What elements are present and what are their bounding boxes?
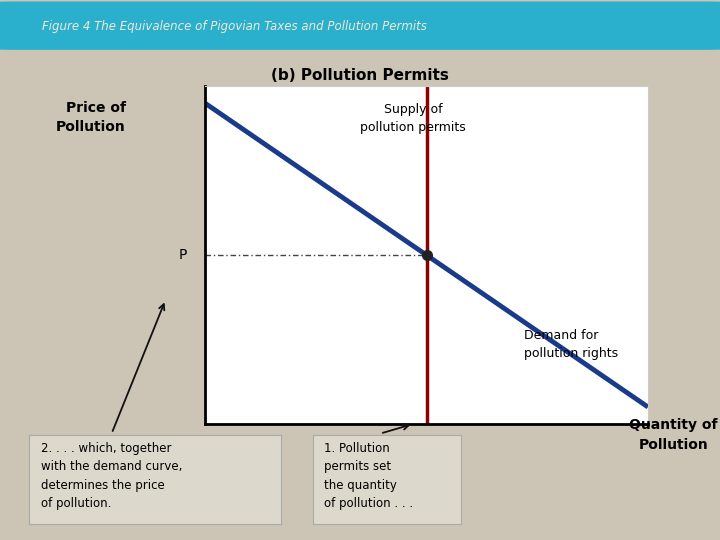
FancyBboxPatch shape <box>0 2 720 49</box>
Text: 1. Pollution
permits set
the quantity
of pollution . . .: 1. Pollution permits set the quantity of… <box>323 442 413 510</box>
Text: 0: 0 <box>179 448 187 462</box>
Text: P: P <box>179 248 187 262</box>
Text: Price of: Price of <box>66 101 126 115</box>
Text: Supply of
pollution permits: Supply of pollution permits <box>361 103 466 134</box>
Text: Quantity of: Quantity of <box>629 418 717 433</box>
Text: Figure 4 The Equivalence of Pigovian Taxes and Pollution Permits: Figure 4 The Equivalence of Pigovian Tax… <box>42 20 427 33</box>
Text: Demand for
pollution rights: Demand for pollution rights <box>524 329 618 360</box>
Text: Pollution: Pollution <box>639 438 708 453</box>
Text: Q: Q <box>420 448 433 462</box>
Text: (b) Pollution Permits: (b) Pollution Permits <box>271 68 449 83</box>
Text: Pollution: Pollution <box>56 120 126 134</box>
Text: 2. . . . which, together
with the demand curve,
determines the price
of pollutio: 2. . . . which, together with the demand… <box>42 442 183 510</box>
